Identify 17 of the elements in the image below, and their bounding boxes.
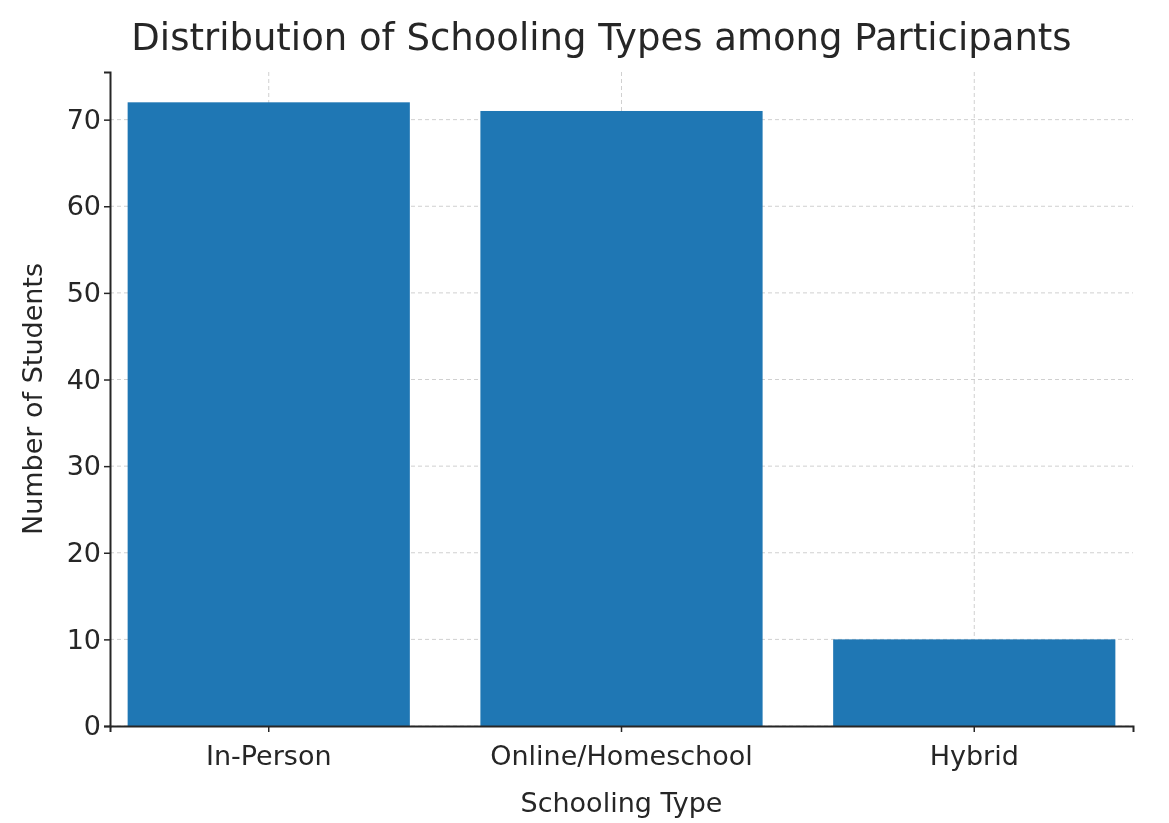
y-tick-label: 60: [66, 190, 101, 222]
y-tick-label: 30: [66, 450, 101, 482]
chart-title: Distribution of Schooling Types among Participants: [131, 16, 1072, 59]
bar: [127, 102, 410, 726]
bar: [480, 110, 763, 726]
y-tick-label: 10: [66, 623, 101, 655]
x-tick-label: Online/Homeschool: [490, 739, 753, 771]
x-tick-label: In-Person: [205, 739, 332, 771]
bar: [833, 639, 1116, 726]
y-tick-label: 70: [66, 103, 101, 135]
y-tick-label: 0: [83, 710, 101, 742]
y-axis-title: Number of Students: [17, 262, 48, 536]
x-tick-label: Hybrid: [929, 739, 1019, 771]
y-tick-label: 40: [66, 363, 101, 395]
y-tick-label: 50: [66, 277, 101, 309]
x-axis-title: Schooling Type: [520, 787, 723, 818]
y-tick-label: 20: [66, 536, 101, 568]
